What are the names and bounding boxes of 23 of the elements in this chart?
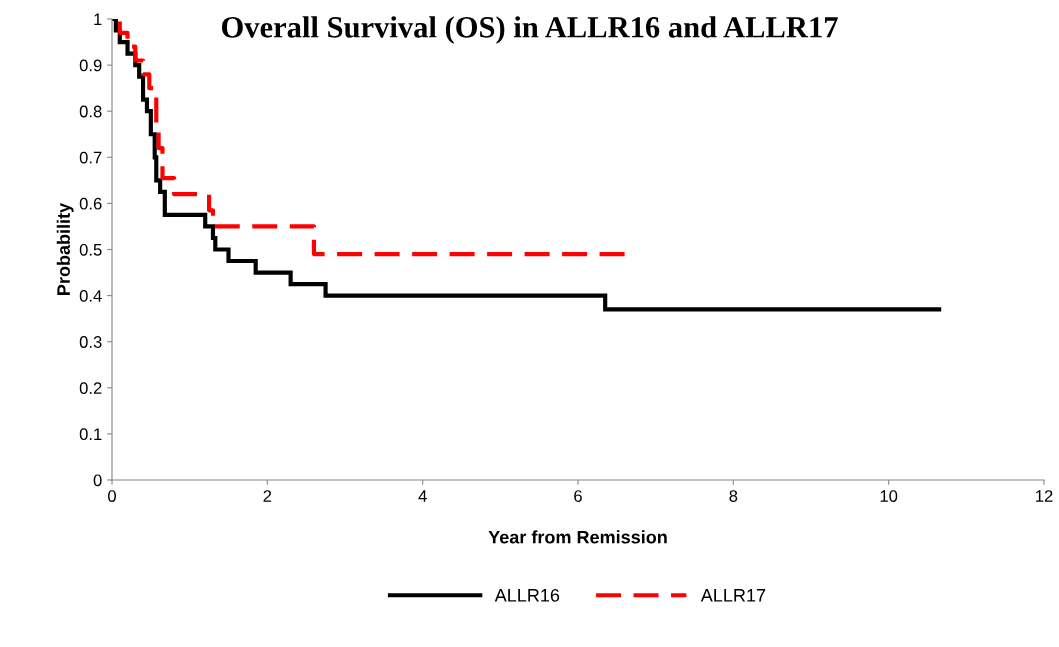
y-tick-label: 0.5 [79, 243, 102, 256]
y-tick-label: 0.3 [79, 336, 102, 348]
y-tick-label: 0.8 [79, 105, 102, 118]
x-tick-label: 6 [574, 490, 582, 502]
y-tick-label: 0.4 [79, 290, 102, 302]
legend-label: ALLR17 [700, 589, 766, 602]
x-axis-title: Year from Remission [488, 530, 667, 544]
y-tick-label: 1 [94, 13, 102, 26]
y-tick-label: 0.1 [79, 428, 102, 441]
y-tick-label: 0.6 [79, 197, 102, 210]
x-tick-label: 0 [108, 490, 116, 502]
chart-title: Overall Survival (OS) in ALLR16 and ALLR17 [221, 16, 838, 44]
y-tick-label: 0.2 [79, 382, 102, 394]
y-tick-label: 0.9 [79, 59, 102, 72]
x-tick-label: 2 [263, 490, 272, 502]
x-tick-label: 4 [418, 490, 427, 502]
y-axis-title: Probability [56, 202, 74, 295]
y-tick-label: 0 [93, 474, 102, 487]
y-tick-label: 0.7 [79, 151, 102, 164]
x-tick-label: 10 [880, 490, 898, 502]
x-tick-label: 8 [729, 490, 738, 502]
legend-label: ALLR16 [494, 588, 560, 602]
x-tick-label: 12 [1036, 490, 1053, 502]
